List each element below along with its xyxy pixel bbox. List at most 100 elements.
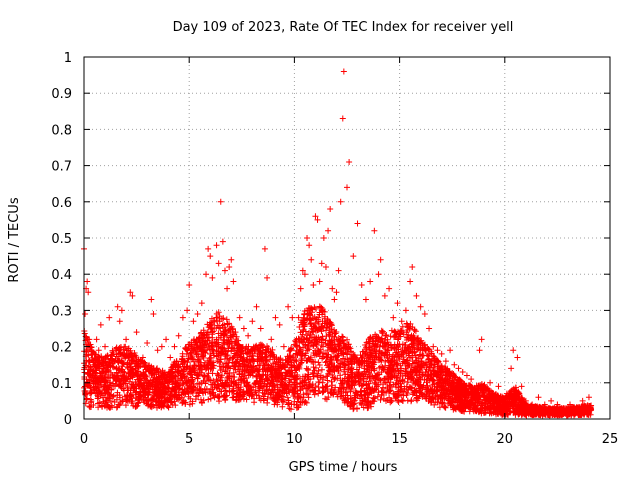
data-point bbox=[244, 382, 251, 389]
data-point bbox=[162, 397, 169, 404]
data-point bbox=[121, 377, 128, 384]
data-point bbox=[193, 350, 200, 357]
data-point bbox=[305, 371, 312, 378]
data-point bbox=[219, 345, 226, 352]
data-point bbox=[95, 376, 102, 383]
data-point bbox=[334, 393, 341, 400]
data-point bbox=[446, 369, 453, 376]
data-point bbox=[397, 333, 404, 340]
data-point bbox=[518, 411, 525, 418]
data-point bbox=[341, 359, 348, 366]
data-point bbox=[288, 401, 295, 408]
data-point bbox=[394, 397, 401, 404]
data-point bbox=[143, 389, 150, 396]
data-point bbox=[196, 389, 203, 396]
data-point bbox=[222, 360, 229, 367]
data-point bbox=[387, 387, 394, 394]
data-point bbox=[433, 373, 440, 380]
data-point bbox=[454, 386, 461, 393]
data-point bbox=[215, 394, 222, 401]
data-point bbox=[337, 372, 344, 379]
data-point bbox=[205, 396, 212, 403]
data-points bbox=[81, 68, 595, 419]
data-point bbox=[386, 382, 393, 389]
data-point bbox=[91, 386, 98, 393]
data-point bbox=[307, 376, 314, 383]
data-point bbox=[329, 382, 336, 389]
data-point bbox=[245, 343, 252, 350]
data-point bbox=[111, 399, 118, 406]
data-point bbox=[256, 342, 263, 349]
data-point bbox=[290, 393, 297, 400]
data-point bbox=[404, 390, 411, 397]
data-point bbox=[339, 380, 346, 387]
data-point bbox=[166, 394, 173, 401]
data-point bbox=[165, 388, 172, 395]
data-point bbox=[209, 370, 216, 377]
data-point bbox=[252, 388, 259, 395]
data-point bbox=[189, 398, 196, 405]
data-point bbox=[192, 396, 199, 403]
data-point bbox=[415, 379, 422, 386]
data-point bbox=[375, 389, 382, 396]
data-point bbox=[128, 381, 135, 388]
data-point bbox=[268, 386, 275, 393]
data-point bbox=[393, 361, 400, 368]
data-point bbox=[306, 311, 313, 318]
data-point bbox=[375, 382, 382, 389]
data-point bbox=[221, 331, 228, 338]
data-point bbox=[344, 336, 351, 343]
data-point bbox=[292, 350, 299, 357]
data-point bbox=[300, 316, 307, 323]
data-point bbox=[367, 400, 374, 407]
data-point bbox=[292, 367, 299, 374]
data-point bbox=[430, 377, 437, 384]
data-point bbox=[94, 395, 101, 402]
data-point bbox=[190, 381, 197, 388]
data-point bbox=[224, 321, 231, 328]
data-point bbox=[301, 311, 308, 318]
data-point bbox=[325, 344, 332, 351]
data-point bbox=[248, 364, 255, 371]
data-point bbox=[297, 399, 304, 406]
data-point bbox=[199, 332, 206, 339]
data-point bbox=[203, 385, 210, 392]
data-point bbox=[432, 393, 439, 400]
data-point bbox=[306, 317, 313, 324]
data-point bbox=[385, 357, 392, 364]
data-point bbox=[288, 345, 295, 352]
data-point bbox=[235, 342, 242, 349]
data-point bbox=[219, 383, 226, 390]
data-point bbox=[354, 391, 361, 398]
data-point bbox=[424, 388, 431, 395]
data-point bbox=[416, 389, 423, 396]
data-point bbox=[351, 371, 358, 378]
data-point bbox=[318, 323, 325, 330]
data-point bbox=[368, 343, 375, 350]
data-point bbox=[323, 333, 330, 340]
data-point bbox=[380, 342, 387, 349]
data-point bbox=[509, 386, 516, 393]
data-point bbox=[294, 379, 301, 386]
data-point bbox=[399, 341, 406, 348]
data-point bbox=[122, 396, 129, 403]
data-point bbox=[216, 393, 223, 400]
data-point bbox=[245, 351, 252, 358]
data-point bbox=[296, 339, 303, 346]
data-point bbox=[302, 398, 309, 405]
data-point bbox=[286, 348, 293, 355]
data-point bbox=[261, 390, 268, 397]
data-point bbox=[165, 385, 172, 392]
data-point bbox=[212, 391, 219, 398]
data-point bbox=[86, 403, 93, 410]
data-point bbox=[282, 356, 289, 363]
data-point bbox=[307, 387, 314, 394]
data-point bbox=[188, 349, 195, 356]
data-point bbox=[359, 397, 366, 404]
data-point bbox=[283, 369, 290, 376]
data-point bbox=[350, 398, 357, 405]
data-point bbox=[213, 376, 220, 383]
data-point bbox=[261, 378, 268, 385]
data-point bbox=[397, 386, 404, 393]
